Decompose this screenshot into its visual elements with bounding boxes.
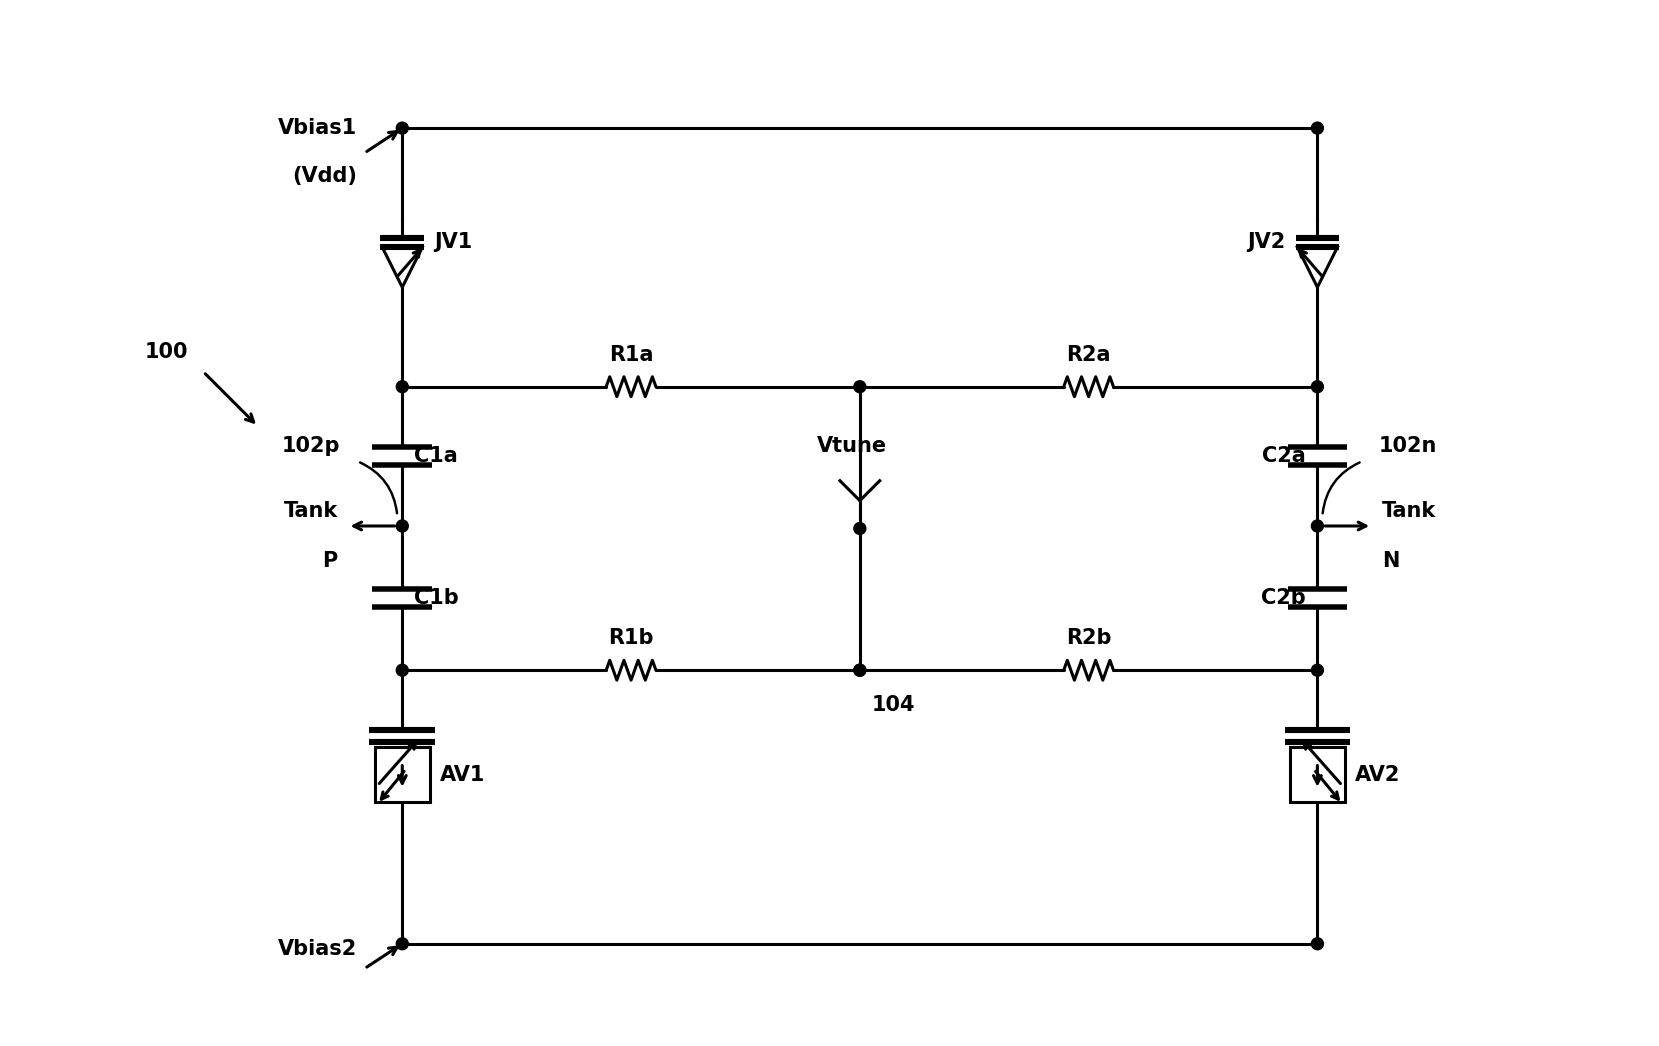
Circle shape <box>854 664 866 676</box>
Text: R1a: R1a <box>609 345 654 365</box>
Circle shape <box>1311 520 1324 532</box>
Text: C2a: C2a <box>1262 447 1306 467</box>
Text: AV1: AV1 <box>440 765 484 784</box>
Text: R1b: R1b <box>609 629 654 649</box>
Text: Vbias2: Vbias2 <box>279 938 358 959</box>
Text: R2a: R2a <box>1067 345 1112 365</box>
Text: C1a: C1a <box>415 447 458 467</box>
Text: N: N <box>1382 551 1400 571</box>
Circle shape <box>397 381 408 392</box>
Circle shape <box>854 664 866 676</box>
Circle shape <box>397 938 408 950</box>
Text: AV2: AV2 <box>1355 765 1400 784</box>
Circle shape <box>854 523 866 535</box>
Text: 100: 100 <box>144 342 189 362</box>
Circle shape <box>1311 381 1324 392</box>
Text: 102n: 102n <box>1379 436 1437 456</box>
Text: 102p: 102p <box>282 436 340 456</box>
Text: 104: 104 <box>871 696 916 715</box>
Bar <box>1291 747 1345 802</box>
Bar <box>375 747 430 802</box>
Circle shape <box>397 122 408 134</box>
Text: Tank: Tank <box>1382 501 1437 521</box>
Text: (Vdd): (Vdd) <box>292 166 358 186</box>
Text: JV2: JV2 <box>1248 232 1286 252</box>
Text: P: P <box>322 551 338 571</box>
Text: Tank: Tank <box>284 501 338 521</box>
Text: R2b: R2b <box>1065 629 1112 649</box>
Text: C2b: C2b <box>1261 588 1306 608</box>
Text: JV1: JV1 <box>435 232 473 252</box>
Text: C1b: C1b <box>415 588 460 608</box>
Circle shape <box>397 520 408 532</box>
Text: Vbias1: Vbias1 <box>279 118 358 138</box>
Circle shape <box>1311 664 1324 676</box>
Circle shape <box>1311 122 1324 134</box>
Circle shape <box>1311 938 1324 950</box>
Circle shape <box>854 381 866 392</box>
Text: Vtune: Vtune <box>816 436 888 456</box>
Circle shape <box>397 664 408 676</box>
